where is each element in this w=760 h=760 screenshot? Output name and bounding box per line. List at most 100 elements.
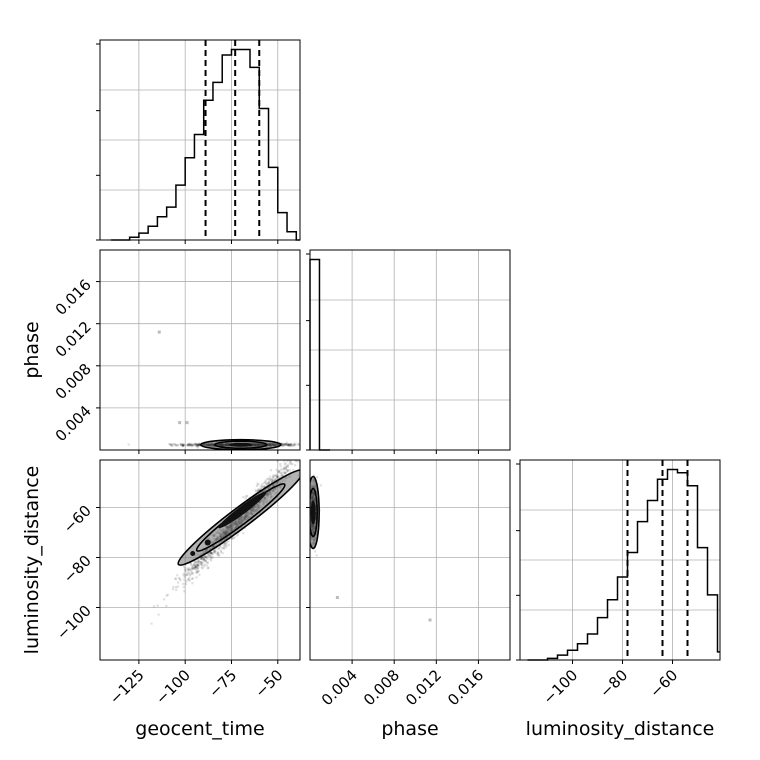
sample-point [287,443,291,446]
sample-point [219,550,223,554]
outlier-point [157,330,161,334]
sample-point [301,443,303,445]
sample-point [175,586,178,589]
sample-point [199,561,202,564]
sample-point [188,577,191,580]
sample-point [280,471,284,474]
sample-point [188,444,191,447]
sample-point [180,443,183,446]
sample-point [227,543,230,546]
sample-point [206,567,209,570]
sample-point [315,476,319,479]
sample-point [314,550,317,553]
contour-outer [310,475,320,550]
sample-point [211,552,214,555]
sample-point [196,444,199,447]
sample-point [267,481,270,484]
sample-point [281,444,284,447]
sample-point [197,444,200,447]
sample-point [242,495,245,499]
sample-point [275,476,278,480]
sample-point [306,444,308,446]
sample-point [194,443,197,446]
sample-point [271,475,274,479]
sample-point [284,472,287,475]
sample-point [276,475,279,478]
density-peak [190,551,196,556]
sample-point [187,443,190,446]
sample-point [222,545,226,548]
sample-point [236,534,239,537]
sample-point [208,552,211,555]
sample-point [189,443,193,447]
sample-point [276,460,279,463]
sample-point [299,455,301,457]
sample-point [182,565,186,568]
sample-point [286,469,289,472]
sample-point [265,483,268,486]
panel-1-1 [306,249,511,451]
sample-point [174,577,177,580]
sample-point [194,565,197,569]
sample-point [165,604,168,607]
sample-point [189,443,192,447]
sample-point [193,566,197,569]
sample-point [285,443,288,446]
sample-point [203,560,206,563]
sample-point [193,563,196,566]
sample-point [179,443,183,446]
sample-point [293,443,296,446]
sample-point [192,560,195,563]
sample-point [304,454,306,456]
contour-core [218,491,267,529]
sample-point [194,561,197,564]
sample-point [283,443,286,446]
sample-point [282,466,286,469]
sample-point [200,563,203,566]
outlier-point [428,618,432,622]
sample-point [196,443,200,446]
sample-point [184,567,187,570]
sample-point [196,446,199,449]
sample-point [216,553,219,556]
sample-point [257,489,260,493]
sample-point [275,474,278,477]
sample-point [288,444,291,447]
sample-point [267,482,270,485]
sample-point [311,443,313,445]
sample-point [281,444,285,447]
sample-point [205,556,208,559]
panel-frame [99,249,301,451]
sample-point [175,444,178,447]
sample-point [282,458,284,460]
sample-point [312,447,314,449]
sample-point [191,577,194,581]
sample-point [200,557,203,560]
sample-point [198,442,201,446]
sample-point [291,444,295,447]
density-peak [204,539,211,546]
sample-point [284,462,287,465]
sample-point [284,442,288,446]
sample-point [181,444,184,448]
sample-point [184,582,187,586]
samples-group [310,474,432,622]
sample-point [281,474,284,477]
sample-point [195,442,198,446]
sample-point [185,444,188,447]
sample-point [268,475,272,478]
x-tick-label: −80 [596,666,631,701]
sample-point [275,476,279,479]
sample-point [216,551,219,555]
sample-point [190,564,193,567]
sample-point [195,564,198,567]
sample-point [156,604,159,607]
sample-point [288,462,291,465]
sample-point [282,467,285,470]
sample-point [282,460,286,462]
sample-point [195,565,198,569]
sample-point [182,443,185,447]
sample-point [263,480,266,484]
panel-2-1: 0.004 0.008 0.012 0.016 [306,459,511,709]
x-axis-label-geocent-time: geocent_time [135,718,264,740]
